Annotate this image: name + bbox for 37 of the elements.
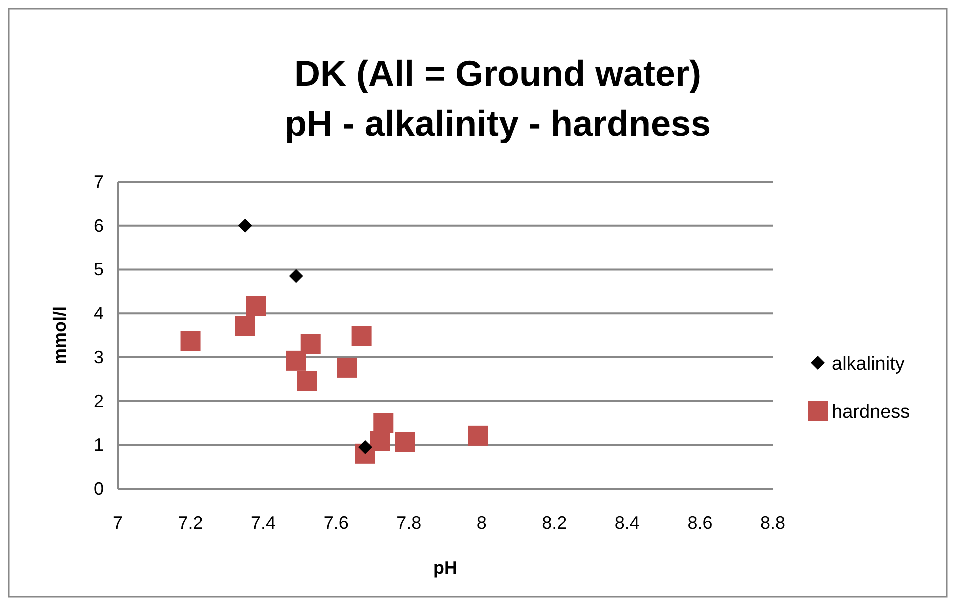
x-tick-label: 8.4 xyxy=(614,513,640,533)
y-tick-label: 2 xyxy=(94,391,104,412)
legend-label: alkalinity xyxy=(832,354,906,375)
y-tick-label: 0 xyxy=(94,479,104,499)
x-tick-label: 8.8 xyxy=(760,513,786,533)
x-tick-label: 7.8 xyxy=(396,513,422,533)
x-tick-label: 8.6 xyxy=(688,513,713,533)
x-tick-label: 7.4 xyxy=(251,513,276,533)
point xyxy=(300,334,321,354)
point xyxy=(238,218,252,233)
y-tick-label: 6 xyxy=(94,216,104,236)
point xyxy=(297,371,318,392)
point xyxy=(370,431,390,452)
y-axis-title: mmol/l xyxy=(50,306,70,365)
point xyxy=(246,296,266,316)
x-axis-title: pH xyxy=(434,558,458,578)
point xyxy=(180,331,201,352)
y-tick-label: 3 xyxy=(94,347,104,368)
y-tick-label: 1 xyxy=(94,435,104,456)
x-tick-label: 8.2 xyxy=(542,513,568,533)
y-tick-label: 5 xyxy=(94,260,104,280)
point xyxy=(289,269,304,284)
y-tick-label: 7 xyxy=(94,172,104,192)
x-tick-label: 7.6 xyxy=(324,513,349,533)
point xyxy=(352,326,372,346)
point xyxy=(374,413,394,434)
chart-title: DK (All = Ground water) pH - alkalinity - hardness xyxy=(284,53,712,144)
point xyxy=(235,316,256,336)
point xyxy=(286,350,306,371)
point xyxy=(395,432,416,452)
legend-label: hardness xyxy=(832,402,910,423)
x-tick-label: 8 xyxy=(476,513,487,533)
x-tick-label: 7 xyxy=(112,513,124,533)
point xyxy=(337,358,358,378)
x-tick-label: 7.2 xyxy=(178,513,204,533)
y-tick-label: 4 xyxy=(94,304,104,324)
point xyxy=(468,426,488,446)
